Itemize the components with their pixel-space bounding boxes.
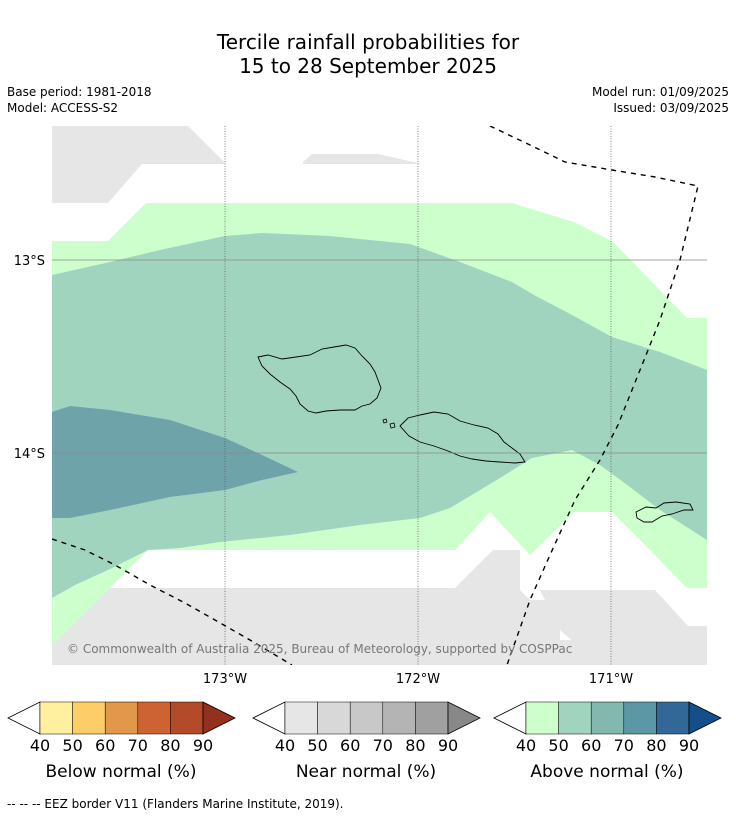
- colorbar-near-tick: 40: [275, 736, 295, 755]
- colorbar-above-tick: 50: [548, 736, 568, 755]
- colorbar-above-tick: 70: [614, 736, 634, 755]
- colorbar-below-segment: [72, 701, 106, 735]
- colorbar-below-tick: 70: [128, 736, 148, 755]
- colorbar-below-tick: 50: [62, 736, 82, 755]
- lat-label-13s: 13°S: [14, 254, 45, 269]
- colorbar-above-segment: [590, 701, 625, 735]
- lon-label-173w: 173°W: [203, 672, 247, 687]
- colorbar-below-segment: [104, 701, 139, 735]
- colorbar-near-segment: [382, 701, 416, 735]
- colorbar-near-tick: 50: [307, 736, 327, 755]
- base-period: Base period: 1981-2018: [7, 85, 152, 99]
- colorbar-below-tick: 90: [193, 736, 213, 755]
- colorbar-near-tick: 90: [438, 736, 458, 755]
- colorbar-below-tick: 60: [95, 736, 115, 755]
- colorbar-above-min-arrow: [493, 701, 527, 735]
- colorbar-near-segment: [284, 701, 318, 735]
- near-normal-region-top-small: [303, 154, 422, 164]
- map-area: © Commonwealth of Australia 2025, Bureau…: [52, 126, 707, 665]
- colorbar-near-segment: [415, 701, 449, 735]
- colorbar-near-max-arrow: [447, 701, 481, 735]
- colorbar-near-min-arrow: [252, 701, 286, 735]
- colorbar-near-tick: 60: [340, 736, 360, 755]
- colorbar-near-segment: [349, 701, 384, 735]
- colorbar-above-max-arrow: [688, 701, 722, 735]
- colorbar-above-tick: 80: [646, 736, 666, 755]
- colorbar-below-segment: [170, 701, 204, 735]
- eez-border-south-west: [52, 538, 293, 665]
- colorbar-above-tick: 90: [679, 736, 699, 755]
- copyright-note: © Commonwealth of Australia 2025, Bureau…: [67, 642, 572, 656]
- colorbar-near-tick: 70: [373, 736, 393, 755]
- issued-date: Issued: 03/09/2025: [613, 101, 729, 115]
- colorbar-above-segment: [525, 701, 559, 735]
- colorbar-below-tick: 80: [160, 736, 180, 755]
- colorbar-above-segment: [656, 701, 690, 735]
- colorbars: 40 50 60 70 80 90 40 50 60 70 80 90 40 50 60 70 80 90: [7, 701, 722, 755]
- manono-islet: [382, 418, 396, 429]
- tutuila-island: [635, 501, 694, 523]
- colorbar-above-segment: [623, 701, 657, 735]
- savaii-island: [257, 344, 382, 414]
- colorbar-below-segment: [39, 701, 73, 735]
- colorbar-below-min-arrow: [7, 701, 41, 735]
- near-normal-region-top: [52, 126, 226, 203]
- near-normal-region-bottom-right: [540, 590, 707, 665]
- lat-label-14s: 14°S: [14, 447, 45, 462]
- lon-label-171w: 171°W: [589, 672, 633, 687]
- colorbar-near-segment: [317, 701, 351, 735]
- title-line-1: Tercile rainfall probabilities for: [216, 30, 520, 54]
- colorbar-label-above: Above normal (%): [530, 762, 684, 782]
- eez-footer-note: -- -- -- EEZ border V11 (Flanders Marine…: [7, 797, 344, 811]
- colorbar-above-segment: [558, 701, 592, 735]
- colorbar-below-max-arrow: [202, 701, 236, 735]
- colorbar-above-tick: 60: [581, 736, 601, 755]
- colorbar-near-tick: 80: [405, 736, 425, 755]
- model-name: Model: ACCESS-S2: [7, 101, 119, 115]
- title-line-2: 15 to 28 September 2025: [239, 54, 497, 78]
- colorbar-above-tick: 40: [516, 736, 536, 755]
- above-normal-60-region: [52, 406, 298, 518]
- upolu-island: [399, 411, 526, 464]
- map-title: Tercile rainfall probabilities for 15 to…: [0, 30, 736, 78]
- model-run: Model run: 01/09/2025: [591, 85, 729, 99]
- lon-label-172w: 172°W: [396, 672, 440, 687]
- meta-right: Model run: 01/09/2025 Issued: 03/09/2025: [592, 84, 729, 116]
- colorbar-label-near: Near normal (%): [295, 762, 437, 782]
- colorbar-below-tick: 40: [30, 736, 50, 755]
- colorbar-label-below: Below normal (%): [45, 762, 197, 782]
- above-normal-50-region: [52, 233, 707, 598]
- colorbar-below-segment: [137, 701, 171, 735]
- near-normal-region-bottom: [52, 550, 610, 665]
- meta-left: Base period: 1981-2018 Model: ACCESS-S2: [7, 84, 152, 116]
